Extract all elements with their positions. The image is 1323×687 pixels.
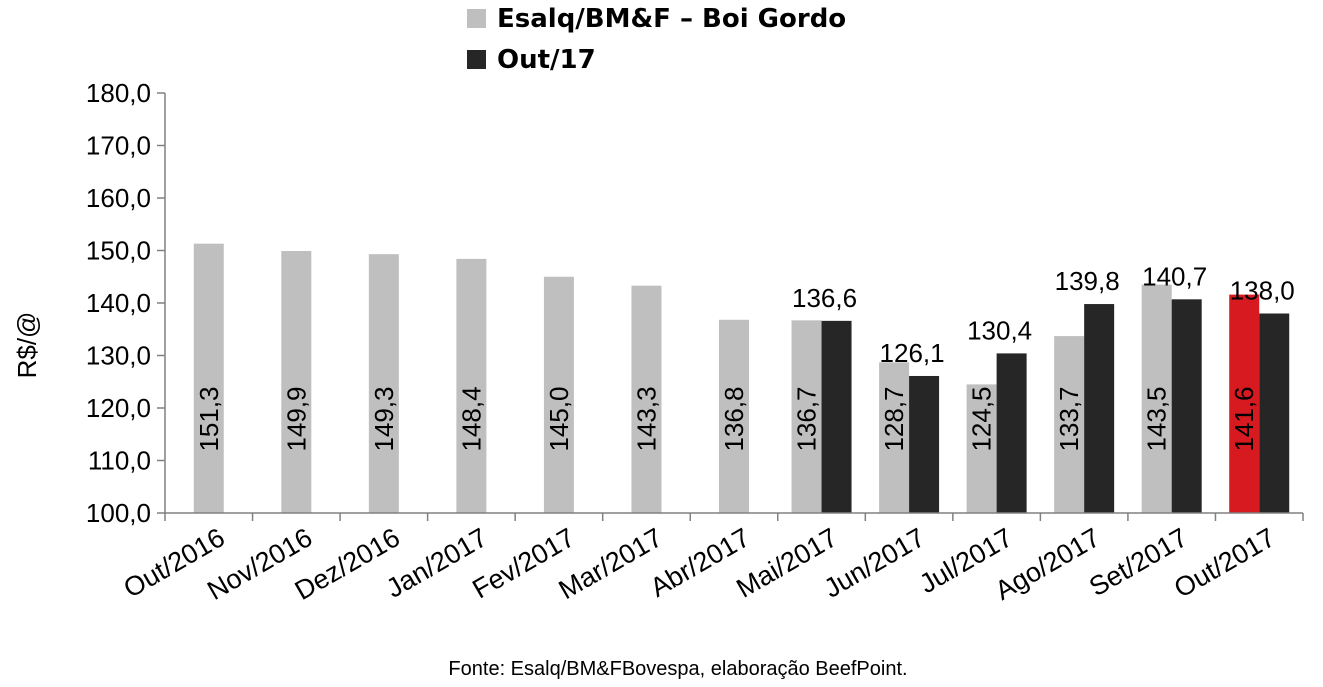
bar-out17 — [909, 375, 940, 513]
y-axis-title: R$/@ — [12, 312, 42, 379]
bar-esalq — [966, 384, 997, 513]
y-tick-label: 100,0 — [86, 498, 151, 528]
x-tick-label: Jun/2017 — [819, 522, 930, 604]
data-label-esalq: 136,8 — [719, 386, 749, 451]
bar-esalq — [1229, 294, 1260, 513]
legend-label-esalq: Esalq/BM&F – Boi Gordo — [497, 4, 846, 34]
data-label-out17: 130,4 — [967, 315, 1032, 345]
legend: Esalq/BM&F – Boi Gordo Out/17 — [467, 4, 846, 75]
bar-out17 — [1084, 304, 1115, 513]
bar-esalq — [791, 320, 822, 513]
y-tick-label: 180,0 — [86, 78, 151, 108]
bar-esalq — [193, 243, 224, 514]
data-label-esalq: 136,7 — [792, 386, 822, 451]
y-tick-label: 170,0 — [86, 131, 151, 161]
bar-esalq — [1141, 284, 1172, 513]
bar-out17 — [821, 320, 852, 513]
data-label-esalq: 149,3 — [369, 386, 399, 451]
bar-out17 — [996, 353, 1027, 513]
data-label-esalq: 141,6 — [1229, 386, 1259, 451]
bars: 151,3 149,9 149,3 148,4 145,0 143,3 136,8 136,7… — [193, 243, 1295, 514]
bar-esalq — [543, 276, 574, 513]
data-label-out17: 140,7 — [1142, 261, 1207, 291]
source-note: Fonte: Esalq/BM&FBovespa, elaboração Bee… — [448, 658, 907, 680]
data-label-esalq: 124,5 — [967, 386, 997, 451]
y-tick-label: 150,0 — [86, 236, 151, 266]
data-label-esalq: 151,3 — [194, 386, 224, 451]
legend-swatch-esalq — [467, 9, 486, 28]
legend-swatch-out17 — [467, 50, 486, 69]
bar-out17 — [1171, 299, 1202, 513]
bar-esalq — [631, 285, 662, 513]
data-label-esalq: 149,9 — [281, 386, 311, 451]
bar-esalq — [879, 362, 910, 513]
y-tick-label: 160,0 — [86, 183, 151, 213]
bar-esalq — [281, 251, 312, 513]
data-label-esalq: 145,0 — [544, 386, 574, 451]
data-label-out17: 126,1 — [880, 338, 945, 368]
data-label-out17: 138,0 — [1230, 276, 1295, 306]
x-tick-label: Out/2017 — [1169, 522, 1280, 604]
bar-esalq — [368, 254, 399, 514]
data-label-esalq: 133,7 — [1054, 386, 1084, 451]
data-label-esalq: 148,4 — [456, 386, 486, 451]
y-tick-label: 110,0 — [88, 446, 151, 476]
data-label-esalq: 143,5 — [1142, 386, 1172, 451]
data-label-esalq: 143,3 — [631, 386, 661, 451]
legend-label-out17: Out/17 — [497, 45, 596, 75]
bar-esalq — [1054, 336, 1085, 513]
y-tick-label: 130,0 — [86, 341, 151, 371]
y-tick-label: 140,0 — [86, 288, 151, 318]
data-label-out17: 139,8 — [1055, 266, 1120, 296]
y-tick-label: 120,0 — [86, 393, 151, 423]
bar-out17 — [1259, 313, 1290, 513]
data-label-esalq: 128,7 — [879, 386, 909, 451]
data-label-out17: 136,6 — [792, 283, 857, 313]
y-axis: 100,0 110,0 120,0 130,0 140,0 150,0 160,0 170,0… — [86, 78, 166, 528]
bar-esalq — [456, 258, 487, 513]
x-axis: Out/2016Nov/2016Dez/2016Jan/2017Fev/2017… — [119, 512, 1304, 606]
bar-esalq — [719, 319, 749, 513]
